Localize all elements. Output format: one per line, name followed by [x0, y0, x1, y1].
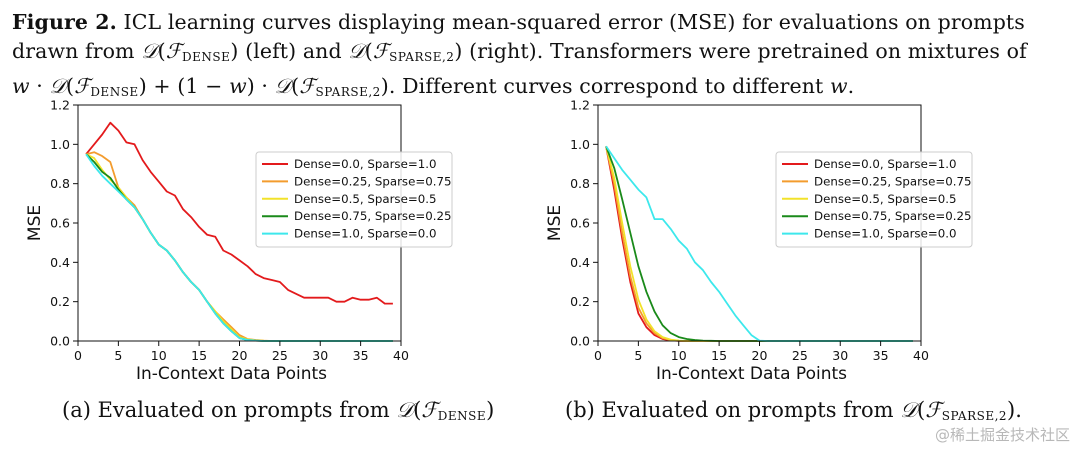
legend-box — [255, 151, 453, 248]
x-tick-label: 0 — [74, 348, 82, 363]
math-D: 𝒟 — [396, 398, 414, 422]
legend-label: Dense=0.25, Sparse=0.75 — [814, 174, 971, 188]
legend-label: Dense=1.0, Sparse=0.0 — [814, 227, 956, 241]
x-tick-label: 40 — [913, 348, 929, 363]
x-axis-label: In-Context Data Points — [656, 364, 847, 384]
y-tick-label: 0.8 — [50, 176, 70, 191]
y-tick-label: 1.2 — [50, 98, 70, 113]
legend-label: Dense=0.75, Sparse=0.25 — [294, 209, 451, 223]
caption-line-1: Figure 2. ICL learning curves displaying… — [12, 8, 1072, 37]
subcaption-b-period: . — [1015, 398, 1022, 422]
math-sub-dense: DENSE — [90, 85, 139, 99]
math-F: ℱ — [372, 39, 390, 63]
x-tick-label: 35 — [353, 348, 369, 363]
math-sub-sparse: SPARSE,2 — [941, 409, 1008, 423]
math-F: ℱ — [74, 74, 91, 98]
math-F: ℱ — [421, 398, 438, 422]
x-tick-label: 15 — [711, 348, 727, 363]
y-tick-label: 0.6 — [570, 216, 590, 231]
math-D: 𝒟 — [141, 39, 158, 63]
x-tick-label: 20 — [752, 348, 768, 363]
x-tick-label: 10 — [151, 348, 167, 363]
math-dot: · — [29, 74, 50, 98]
legend-box — [775, 151, 973, 248]
caption-line-2: drawn from 𝒟(ℱDENSE) (left) and 𝒟(ℱSPARS… — [12, 39, 1027, 64]
math-F: ℱ — [925, 398, 942, 422]
math-D: 𝒟 — [348, 39, 365, 63]
chart-right-sparse: 0 5 10 15 20 25 30 35 40 0.0 0.2 0.4 0.6 0.8 1.0 1.2 In-… — [545, 98, 973, 384]
math-sub-sparse: SPARSE,2 — [315, 85, 381, 99]
legend-label: Dense=0.25, Sparse=0.75 — [294, 174, 451, 188]
y-tick-label: 1.2 — [570, 98, 590, 113]
legend-label: Dense=0.0, Sparse=1.0 — [294, 157, 436, 171]
y-axis-label: MSE — [545, 205, 565, 241]
math-D: 𝒟 — [49, 74, 66, 98]
caption-text: drawn from — [12, 39, 142, 63]
math-F: ℱ — [299, 74, 316, 98]
y-tick-label: 1.0 — [570, 137, 590, 152]
math-sub-dense: DENSE — [182, 50, 231, 64]
y-tick-label: 0.8 — [570, 176, 590, 191]
subcaption-a-text: (a) Evaluated on prompts from — [62, 398, 397, 422]
x-tick-label: 30 — [832, 348, 848, 363]
legend-label: Dense=1.0, Sparse=0.0 — [294, 227, 436, 241]
legend-label: Dense=0.5, Sparse=0.5 — [294, 192, 436, 206]
x-tick-label: 5 — [634, 348, 642, 363]
x-tick-label: 40 — [393, 348, 409, 363]
figure-caption: Figure 2. ICL learning curves displaying… — [12, 8, 1072, 107]
caption-text: (right). Transformers were pretrained on… — [462, 39, 1027, 63]
x-tick-label: 15 — [191, 348, 207, 363]
y-tick-label: 0.4 — [570, 255, 590, 270]
caption-text: . — [847, 74, 855, 98]
legend-label: Dense=0.75, Sparse=0.25 — [814, 209, 971, 223]
x-tick-label: 30 — [312, 348, 328, 363]
legend-label: Dense=0.0, Sparse=1.0 — [814, 157, 956, 171]
caption-text: . Different curves correspond to differe… — [388, 74, 831, 98]
subcaption-b: (b) Evaluated on prompts from 𝒟(ℱSPARSE,… — [565, 398, 1022, 423]
math-sub-dense: DENSE — [437, 409, 487, 423]
math-D: 𝒟 — [900, 398, 917, 422]
subcaption-a: (a) Evaluated on prompts from 𝒟(ℱDENSE) — [62, 398, 495, 423]
math-w: w — [229, 74, 247, 98]
x-tick-label: 10 — [671, 348, 687, 363]
x-tick-label: 35 — [873, 348, 889, 363]
x-tick-label: 25 — [792, 348, 808, 363]
x-tick-label: 0 — [594, 348, 602, 363]
chart-left-dense: 0 5 10 15 20 25 30 35 40 0.0 0.2 0.4 0.6 0.8 1.0 1.2 In-… — [25, 98, 453, 384]
x-tick-label: 20 — [232, 348, 248, 363]
math-plus: + (1 − — [146, 74, 230, 98]
y-tick-label: 0.2 — [570, 294, 590, 309]
figure-label: Figure 2. — [12, 10, 117, 34]
y-tick-label: 0.2 — [50, 294, 70, 309]
watermark-text: @稀土掘金技术社区 — [934, 426, 1070, 444]
y-axis-label: MSE — [25, 205, 45, 241]
math-sub-sparse: SPARSE,2 — [389, 50, 455, 64]
subcaption-b-text: (b) Evaluated on prompts from — [565, 398, 901, 422]
y-tick-label: 0.0 — [570, 334, 590, 349]
x-axis-label: In-Context Data Points — [136, 364, 327, 384]
math-w: w — [12, 74, 30, 98]
caption-line1-text: ICL learning curves displaying mean-squa… — [123, 10, 1025, 34]
series-line-0 — [85, 121, 393, 305]
y-tick-label: 0.6 — [50, 216, 70, 231]
x-tick-label: 5 — [114, 348, 122, 363]
x-tick-label: 25 — [272, 348, 288, 363]
caption-line-3: w · 𝒟(ℱDENSE) + (1 − w) · 𝒟(ℱSPARSE,2). … — [12, 74, 855, 99]
y-tick-label: 0.4 — [50, 255, 70, 270]
math-close: ) · — [246, 74, 275, 98]
math-F: ℱ — [165, 39, 182, 63]
legend-label: Dense=0.5, Sparse=0.5 — [814, 192, 956, 206]
y-tick-label: 0.0 — [50, 334, 70, 349]
math-D: 𝒟 — [274, 74, 292, 98]
caption-text: (left) and — [238, 39, 349, 63]
math-w: w — [830, 74, 848, 98]
y-tick-label: 1.0 — [50, 137, 70, 152]
